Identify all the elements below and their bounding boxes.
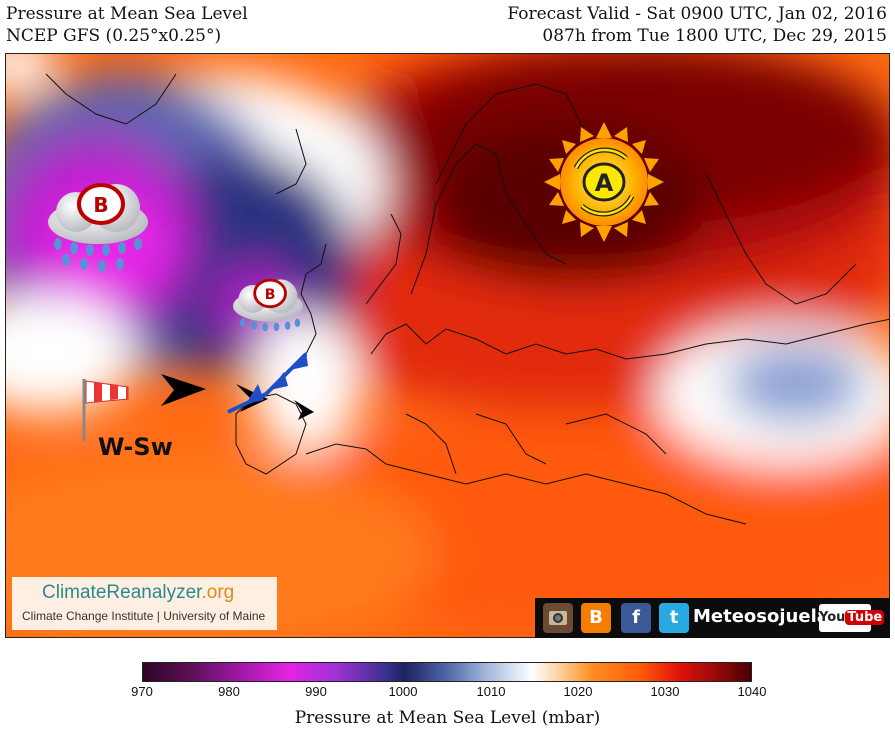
brand-tld: .org [201,582,235,603]
social-name: Meteosojuela [693,606,829,627]
title-block: Pressure at Mean Sea Level NCEP GFS (0.2… [6,3,248,47]
wind-arrow-icon [161,374,206,406]
wind-direction-label: W-Sw [98,433,173,461]
brand-name: ClimateReanalyzer [42,582,202,603]
colorbar-tick: 980 [218,684,240,699]
coastlines [45,73,889,525]
pressure-field [6,54,889,637]
model-name: NCEP GFS (0.25°x0.25°) [6,26,222,46]
map-title: Pressure at Mean Sea Level [6,4,248,24]
colorbar-label: Pressure at Mean Sea Level (mbar) [294,708,601,728]
low-label-1: B [93,193,108,217]
colorbar-tick: 970 [131,684,153,699]
colorbar-tick: 1040 [737,684,767,699]
twitter-icon[interactable]: t [659,603,689,633]
forecast-init: 087h from Tue 1800 UTC, Dec 29, 2015 [542,26,887,46]
cold-front [227,352,308,414]
youtube-icon[interactable]: You Tube [819,604,885,632]
facebook-icon[interactable]: f [621,603,651,633]
valid-block: Forecast Valid - Sat 0900 UTC, Jan 02, 2… [507,3,887,47]
instagram-icon[interactable] [543,603,573,633]
colorbar [142,662,752,682]
wind-arrow-icon [294,400,314,420]
colorbar-tick: 1010 [476,684,506,699]
colorbar-tick: 1020 [563,684,593,699]
windsock-icon [82,379,129,441]
colorbar-tick: 1030 [650,684,680,699]
social-banner: B f t Meteosojuela You Tube [535,598,890,638]
low-label-2: B [265,287,276,303]
colorbar-tick: 990 [305,684,327,699]
colorbar-tick: 1000 [388,684,418,699]
high-pressure-icon: A [544,122,664,242]
climate-reanalyzer-logo[interactable]: ClimateReanalyzer.org Climate Change Ins… [12,577,277,630]
low-pressure-icon: B [48,183,148,272]
pressure-map[interactable]: A B B [5,53,890,638]
map-canvas: A B B [6,54,889,637]
high-label: A [595,169,614,197]
blogger-icon[interactable]: B [581,603,611,633]
brand-subtitle: Climate Change Institute | University of… [22,609,266,623]
low-pressure-icon: B [233,278,303,332]
forecast-valid: Forecast Valid - Sat 0900 UTC, Jan 02, 2… [507,4,887,24]
